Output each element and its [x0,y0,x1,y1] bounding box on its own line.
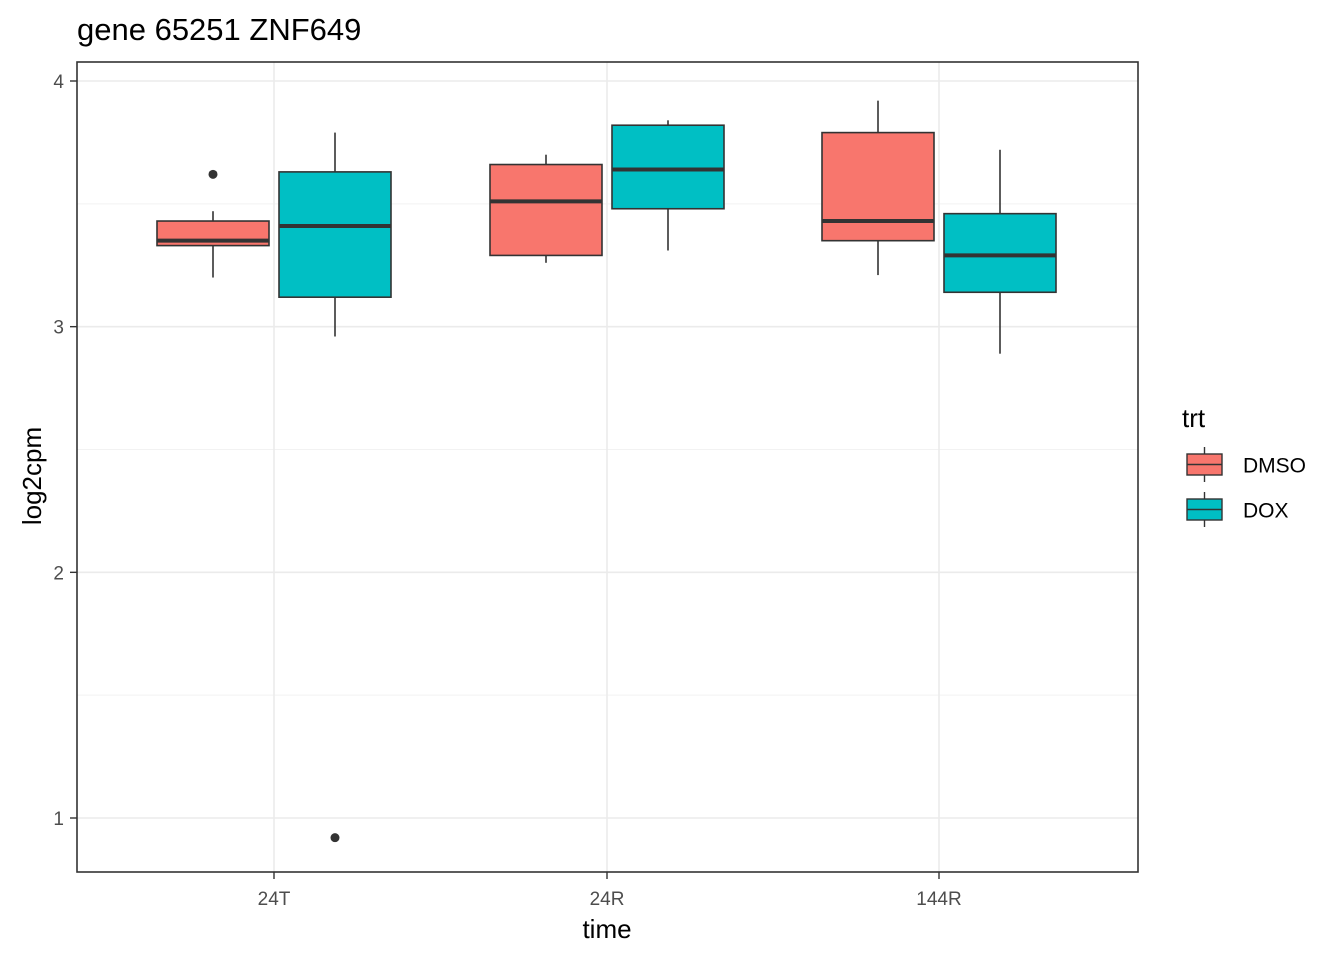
box-dmso-144r [821,100,935,276]
outlier-point [330,833,340,843]
legend-label: DMSO [1243,455,1306,478]
outlier-point [208,169,218,179]
legend-item-dmso: DMSO [1186,447,1306,482]
panel-border [76,61,1139,873]
x-tick-label: 24R [590,889,625,910]
legend-title: trt [1182,403,1206,433]
box-dox-24t [278,132,392,843]
box-dmso-24t [156,169,270,278]
legend-item-dox: DOX [1186,492,1289,527]
box-body [489,163,603,257]
chart-title: gene 65251 ZNF649 [77,12,361,47]
legend-label: DOX [1243,500,1289,523]
box-body [611,124,725,210]
plot-area: 1 2 3 4 24T 24R 144R [53,61,1139,910]
x-axis-title: time [582,914,631,944]
legend: DMSO DOX [1186,447,1306,527]
y-tick-label: 4 [53,72,64,93]
y-tick-label: 3 [53,318,64,339]
y-tick-label: 1 [53,809,64,830]
y-axis-title: log2cpm [17,427,47,525]
x-tick-label: 144R [916,889,961,910]
box-body [821,131,935,242]
box-body [278,171,392,298]
x-tick-label: 24T [258,889,291,910]
box-body [943,212,1057,294]
box-dox-144r [943,149,1057,354]
box-dox-24r [611,120,725,251]
box-dmso-24r [489,154,603,263]
y-tick-label: 2 [53,563,64,584]
